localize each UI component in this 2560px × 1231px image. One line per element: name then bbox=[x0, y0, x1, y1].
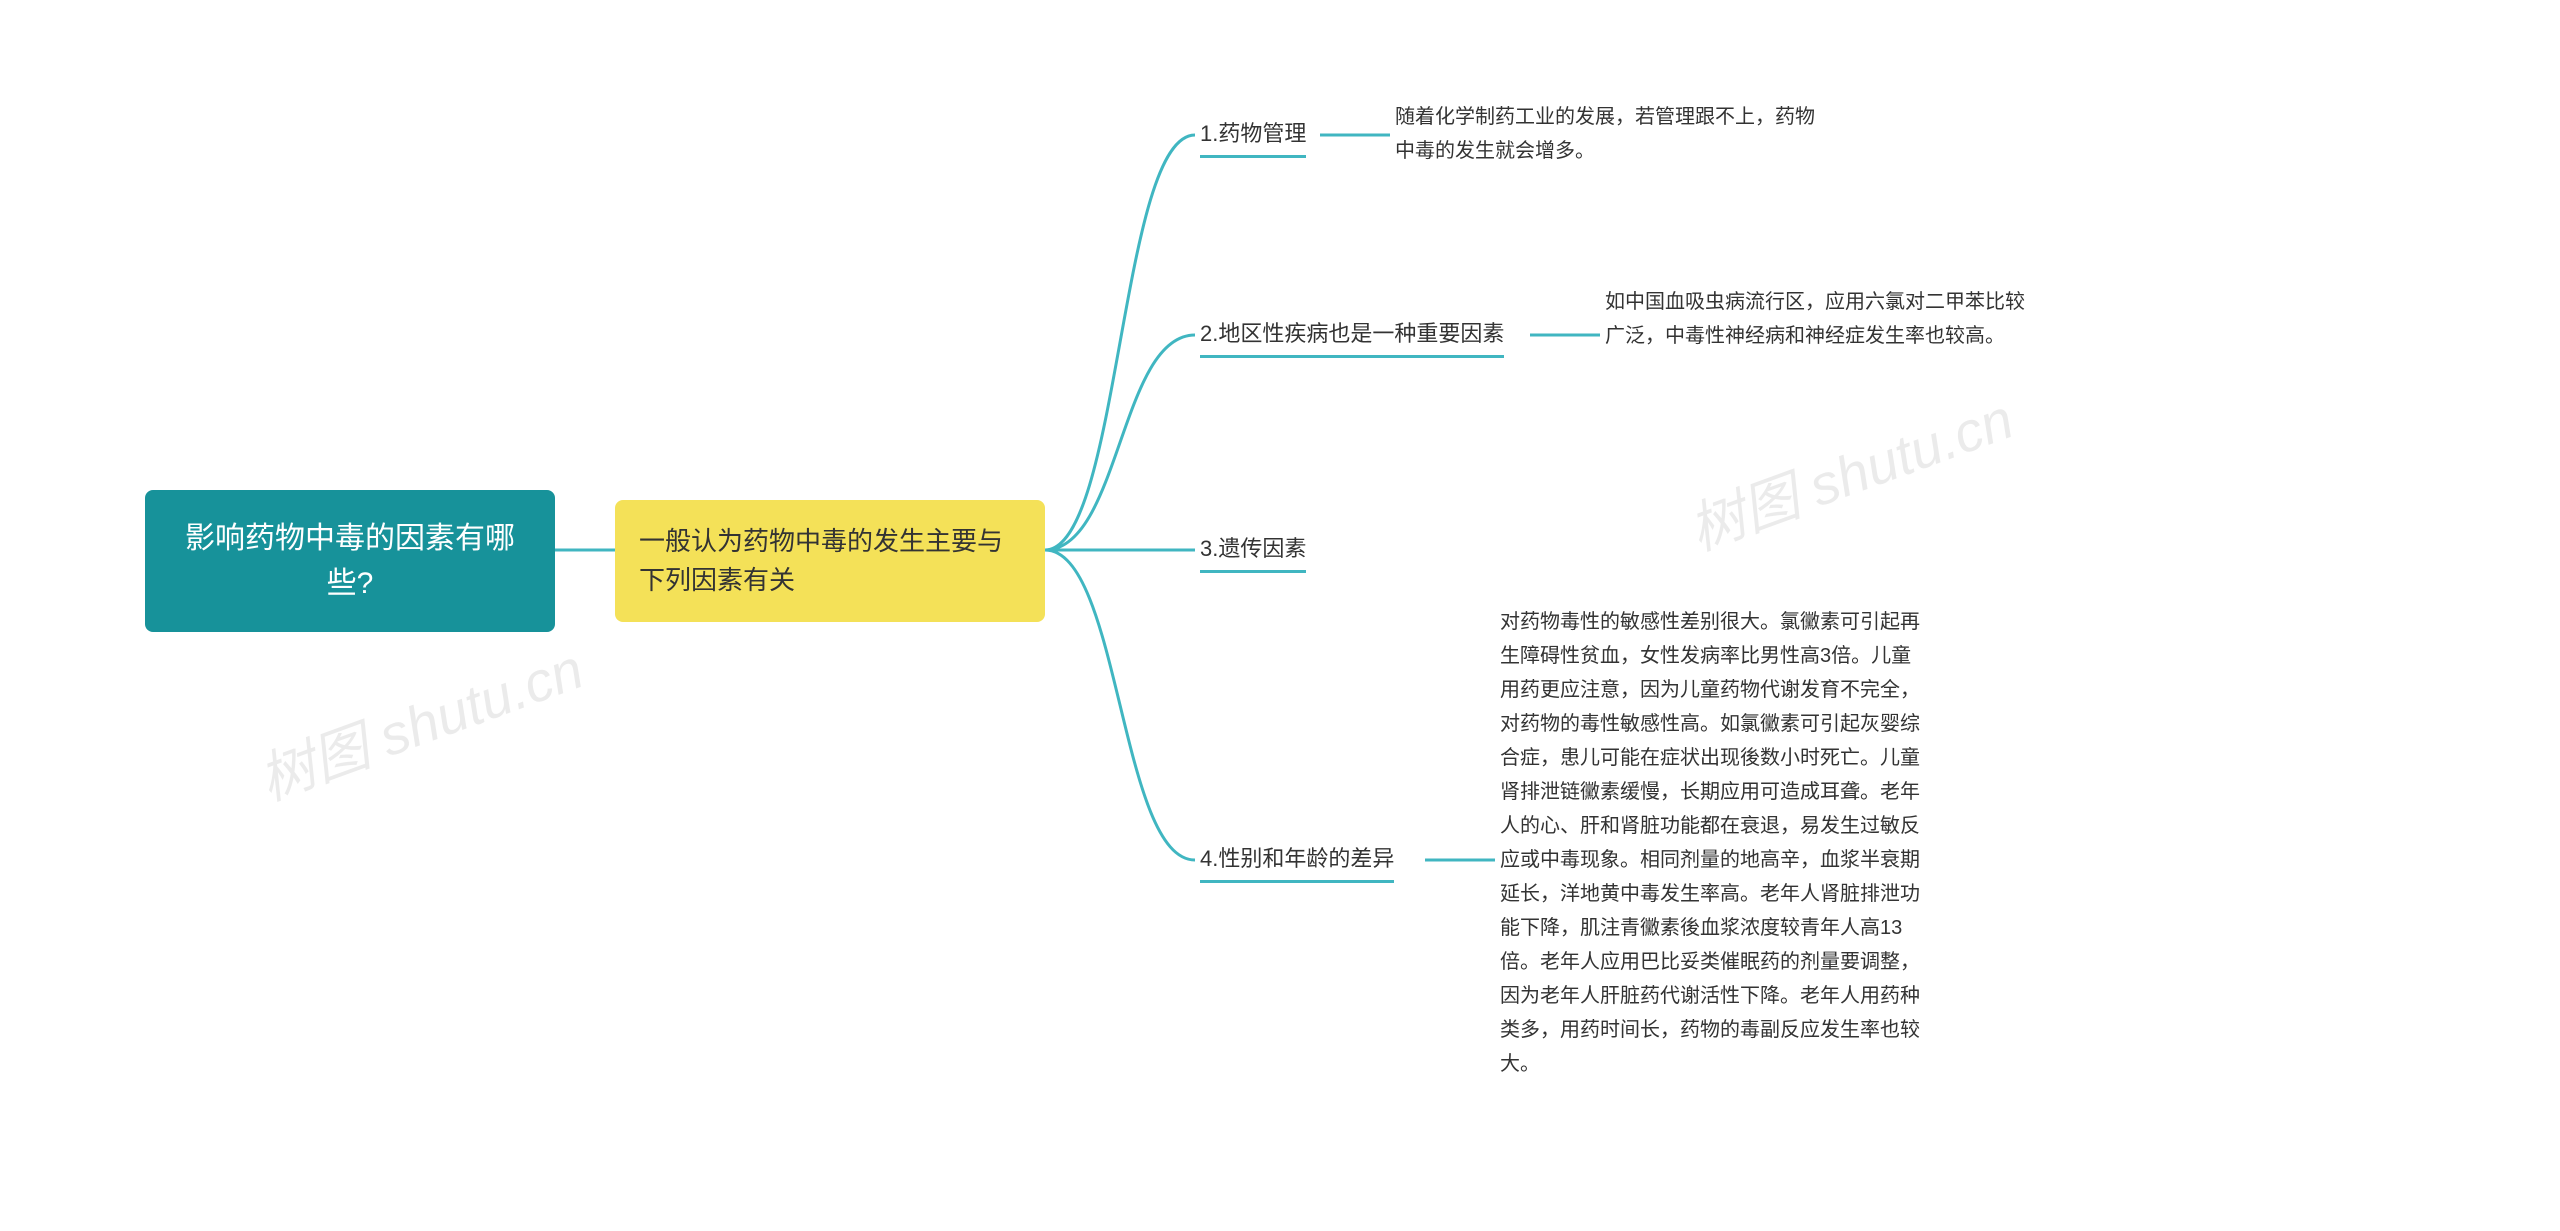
branch-1-label: 1.药物管理 bbox=[1200, 115, 1306, 158]
watermark: 树图 shutu.cn bbox=[1676, 374, 2023, 566]
branch-4-desc: 对药物毒性的敏感性差别很大。氯黴素可引起再生障碍性贫血，女性发病率比男性高3倍。… bbox=[1500, 605, 1930, 1081]
watermark: 树图 shutu.cn bbox=[246, 624, 593, 816]
branch-2-label: 2.地区性疾病也是一种重要因素 bbox=[1200, 315, 1504, 358]
branch-1-desc: 随着化学制药工业的发展，若管理跟不上，药物中毒的发生就会增多。 bbox=[1395, 100, 1815, 168]
root-node: 影响药物中毒的因素有哪些? bbox=[145, 490, 555, 632]
sub-text: 一般认为药物中毒的发生主要与下列因素有关 bbox=[639, 522, 1021, 600]
root-text: 影响药物中毒的因素有哪些? bbox=[173, 516, 527, 606]
branch-3-label: 3.遗传因素 bbox=[1200, 530, 1306, 573]
sub-node: 一般认为药物中毒的发生主要与下列因素有关 bbox=[615, 500, 1045, 622]
branch-2-desc: 如中国血吸虫病流行区，应用六氯对二甲苯比较广泛，中毒性神经病和神经症发生率也较高… bbox=[1605, 285, 2025, 353]
branch-4-label: 4.性别和年龄的差异 bbox=[1200, 840, 1394, 883]
